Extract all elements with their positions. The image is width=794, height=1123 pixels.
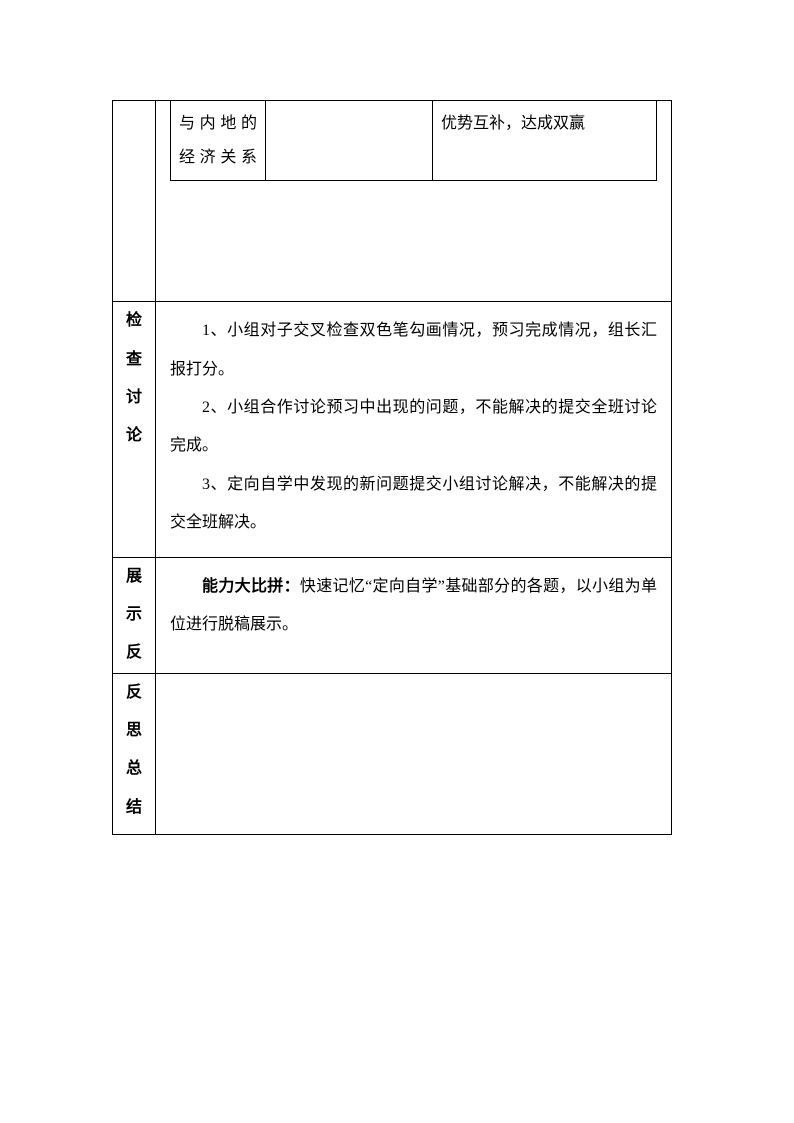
table-row: 与内地的经济关系 优势互补，达成双赢 <box>171 101 657 181</box>
bold-lead: 能力大比拼： <box>202 578 300 595</box>
row2-text: 1、小组对子交叉检查双色笔勾画情况，预习完成情况，组长汇报打分。 2、小组合作讨… <box>156 302 671 556</box>
label-char: 检 <box>113 302 155 340</box>
inner-cell-answer: 优势互补，达成双赢 <box>433 101 657 181</box>
page: 与内地的经济关系 优势互补，达成双赢 检 查 讨 论 1、小组对子交叉检查双色笔… <box>112 100 672 835</box>
paragraph: 1、小组对子交叉检查双色笔勾画情况，预习完成情况，组长汇报打分。 <box>170 312 657 389</box>
inner-cell-blank <box>266 101 433 181</box>
label-char: 结 <box>113 789 155 827</box>
label-char: 讨 <box>113 379 155 417</box>
row4-content <box>156 673 672 834</box>
row3-label: 展 示 反 <box>113 557 156 673</box>
inner-cell-topic: 与内地的经济关系 <box>171 101 266 181</box>
row4-label: 反 思 总 结 <box>113 673 156 834</box>
table-row: 反 思 总 结 <box>113 673 672 834</box>
label-char: 论 <box>113 417 155 455</box>
label-char: 反 <box>113 634 155 672</box>
paragraph: 能力大比拼：快速记忆“定向自学”基础部分的各题，以小组为单位进行脱稿展示。 <box>170 568 657 645</box>
row1-content: 与内地的经济关系 优势互补，达成双赢 <box>156 101 672 302</box>
row1-spacer <box>156 181 671 301</box>
label-char: 反 <box>113 674 155 712</box>
row1-label <box>113 101 156 302</box>
row2-content: 1、小组对子交叉检查双色笔勾画情况，预习完成情况，组长汇报打分。 2、小组合作讨… <box>156 302 672 557</box>
paragraph: 3、定向自学中发现的新问题提交小组讨论解决，不能解决的提交全班解决。 <box>170 466 657 543</box>
label-char: 查 <box>113 341 155 379</box>
table-row: 与内地的经济关系 优势互补，达成双赢 <box>113 101 672 302</box>
label-char: 总 <box>113 750 155 788</box>
label-char: 思 <box>113 712 155 750</box>
inner-table-wrap: 与内地的经济关系 优势互补，达成双赢 <box>156 101 671 181</box>
table-row: 展 示 反 能力大比拼：快速记忆“定向自学”基础部分的各题，以小组为单位进行脱稿… <box>113 557 672 673</box>
outer-table: 与内地的经济关系 优势互补，达成双赢 检 查 讨 论 1、小组对子交叉检查双色笔… <box>112 100 672 835</box>
paragraph: 2、小组合作讨论预习中出现的问题，不能解决的提交全班讨论完成。 <box>170 389 657 466</box>
label-char: 示 <box>113 596 155 634</box>
row3-content: 能力大比拼：快速记忆“定向自学”基础部分的各题，以小组为单位进行脱稿展示。 <box>156 557 672 673</box>
inner-table: 与内地的经济关系 优势互补，达成双赢 <box>170 101 657 181</box>
row2-label: 检 查 讨 论 <box>113 302 156 557</box>
table-row: 检 查 讨 论 1、小组对子交叉检查双色笔勾画情况，预习完成情况，组长汇报打分。… <box>113 302 672 557</box>
row3-text: 能力大比拼：快速记忆“定向自学”基础部分的各题，以小组为单位进行脱稿展示。 <box>156 558 671 659</box>
label-char: 展 <box>113 558 155 596</box>
